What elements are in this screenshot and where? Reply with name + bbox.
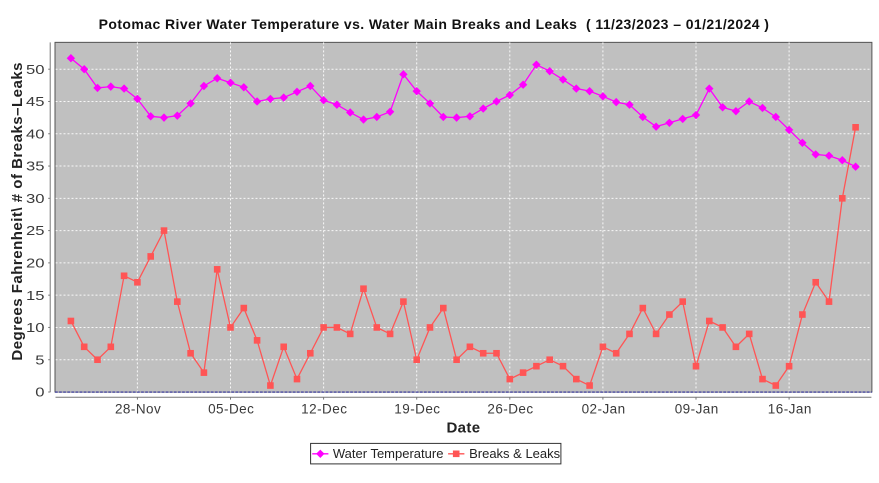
- svg-text:16-Jan: 16-Jan: [768, 402, 812, 417]
- svg-text:05-Dec: 05-Dec: [208, 402, 254, 417]
- svg-text:35: 35: [26, 159, 45, 174]
- svg-text:26-Dec: 26-Dec: [487, 402, 533, 417]
- svg-text:12-Dec: 12-Dec: [301, 402, 347, 417]
- svg-text:50: 50: [26, 62, 45, 77]
- svg-text:20: 20: [26, 256, 45, 271]
- svg-text:Date: Date: [446, 419, 480, 436]
- svg-text:15: 15: [26, 288, 45, 303]
- svg-text:19-Dec: 19-Dec: [394, 402, 440, 417]
- svg-text:Water Temperature: Water Temperature: [333, 446, 444, 461]
- svg-text:40: 40: [26, 127, 45, 142]
- svg-text:Breaks & Leaks: Breaks & Leaks: [469, 446, 561, 461]
- svg-text:Degrees Fahrenheit\ # of Break: Degrees Fahrenheit\ # of Breaks–Leaks: [9, 62, 26, 361]
- svg-text:02-Jan: 02-Jan: [582, 402, 626, 417]
- svg-text:0: 0: [35, 385, 44, 400]
- svg-text:Potomac River Water Temperatur: Potomac River Water Temperature vs. Wate…: [99, 16, 770, 32]
- svg-text:10: 10: [26, 321, 45, 336]
- svg-text:45: 45: [26, 95, 45, 110]
- svg-text:25: 25: [26, 224, 45, 239]
- svg-text:5: 5: [35, 353, 44, 368]
- svg-text:30: 30: [26, 192, 45, 207]
- svg-text:09-Jan: 09-Jan: [675, 402, 719, 417]
- svg-text:28-Nov: 28-Nov: [115, 402, 161, 417]
